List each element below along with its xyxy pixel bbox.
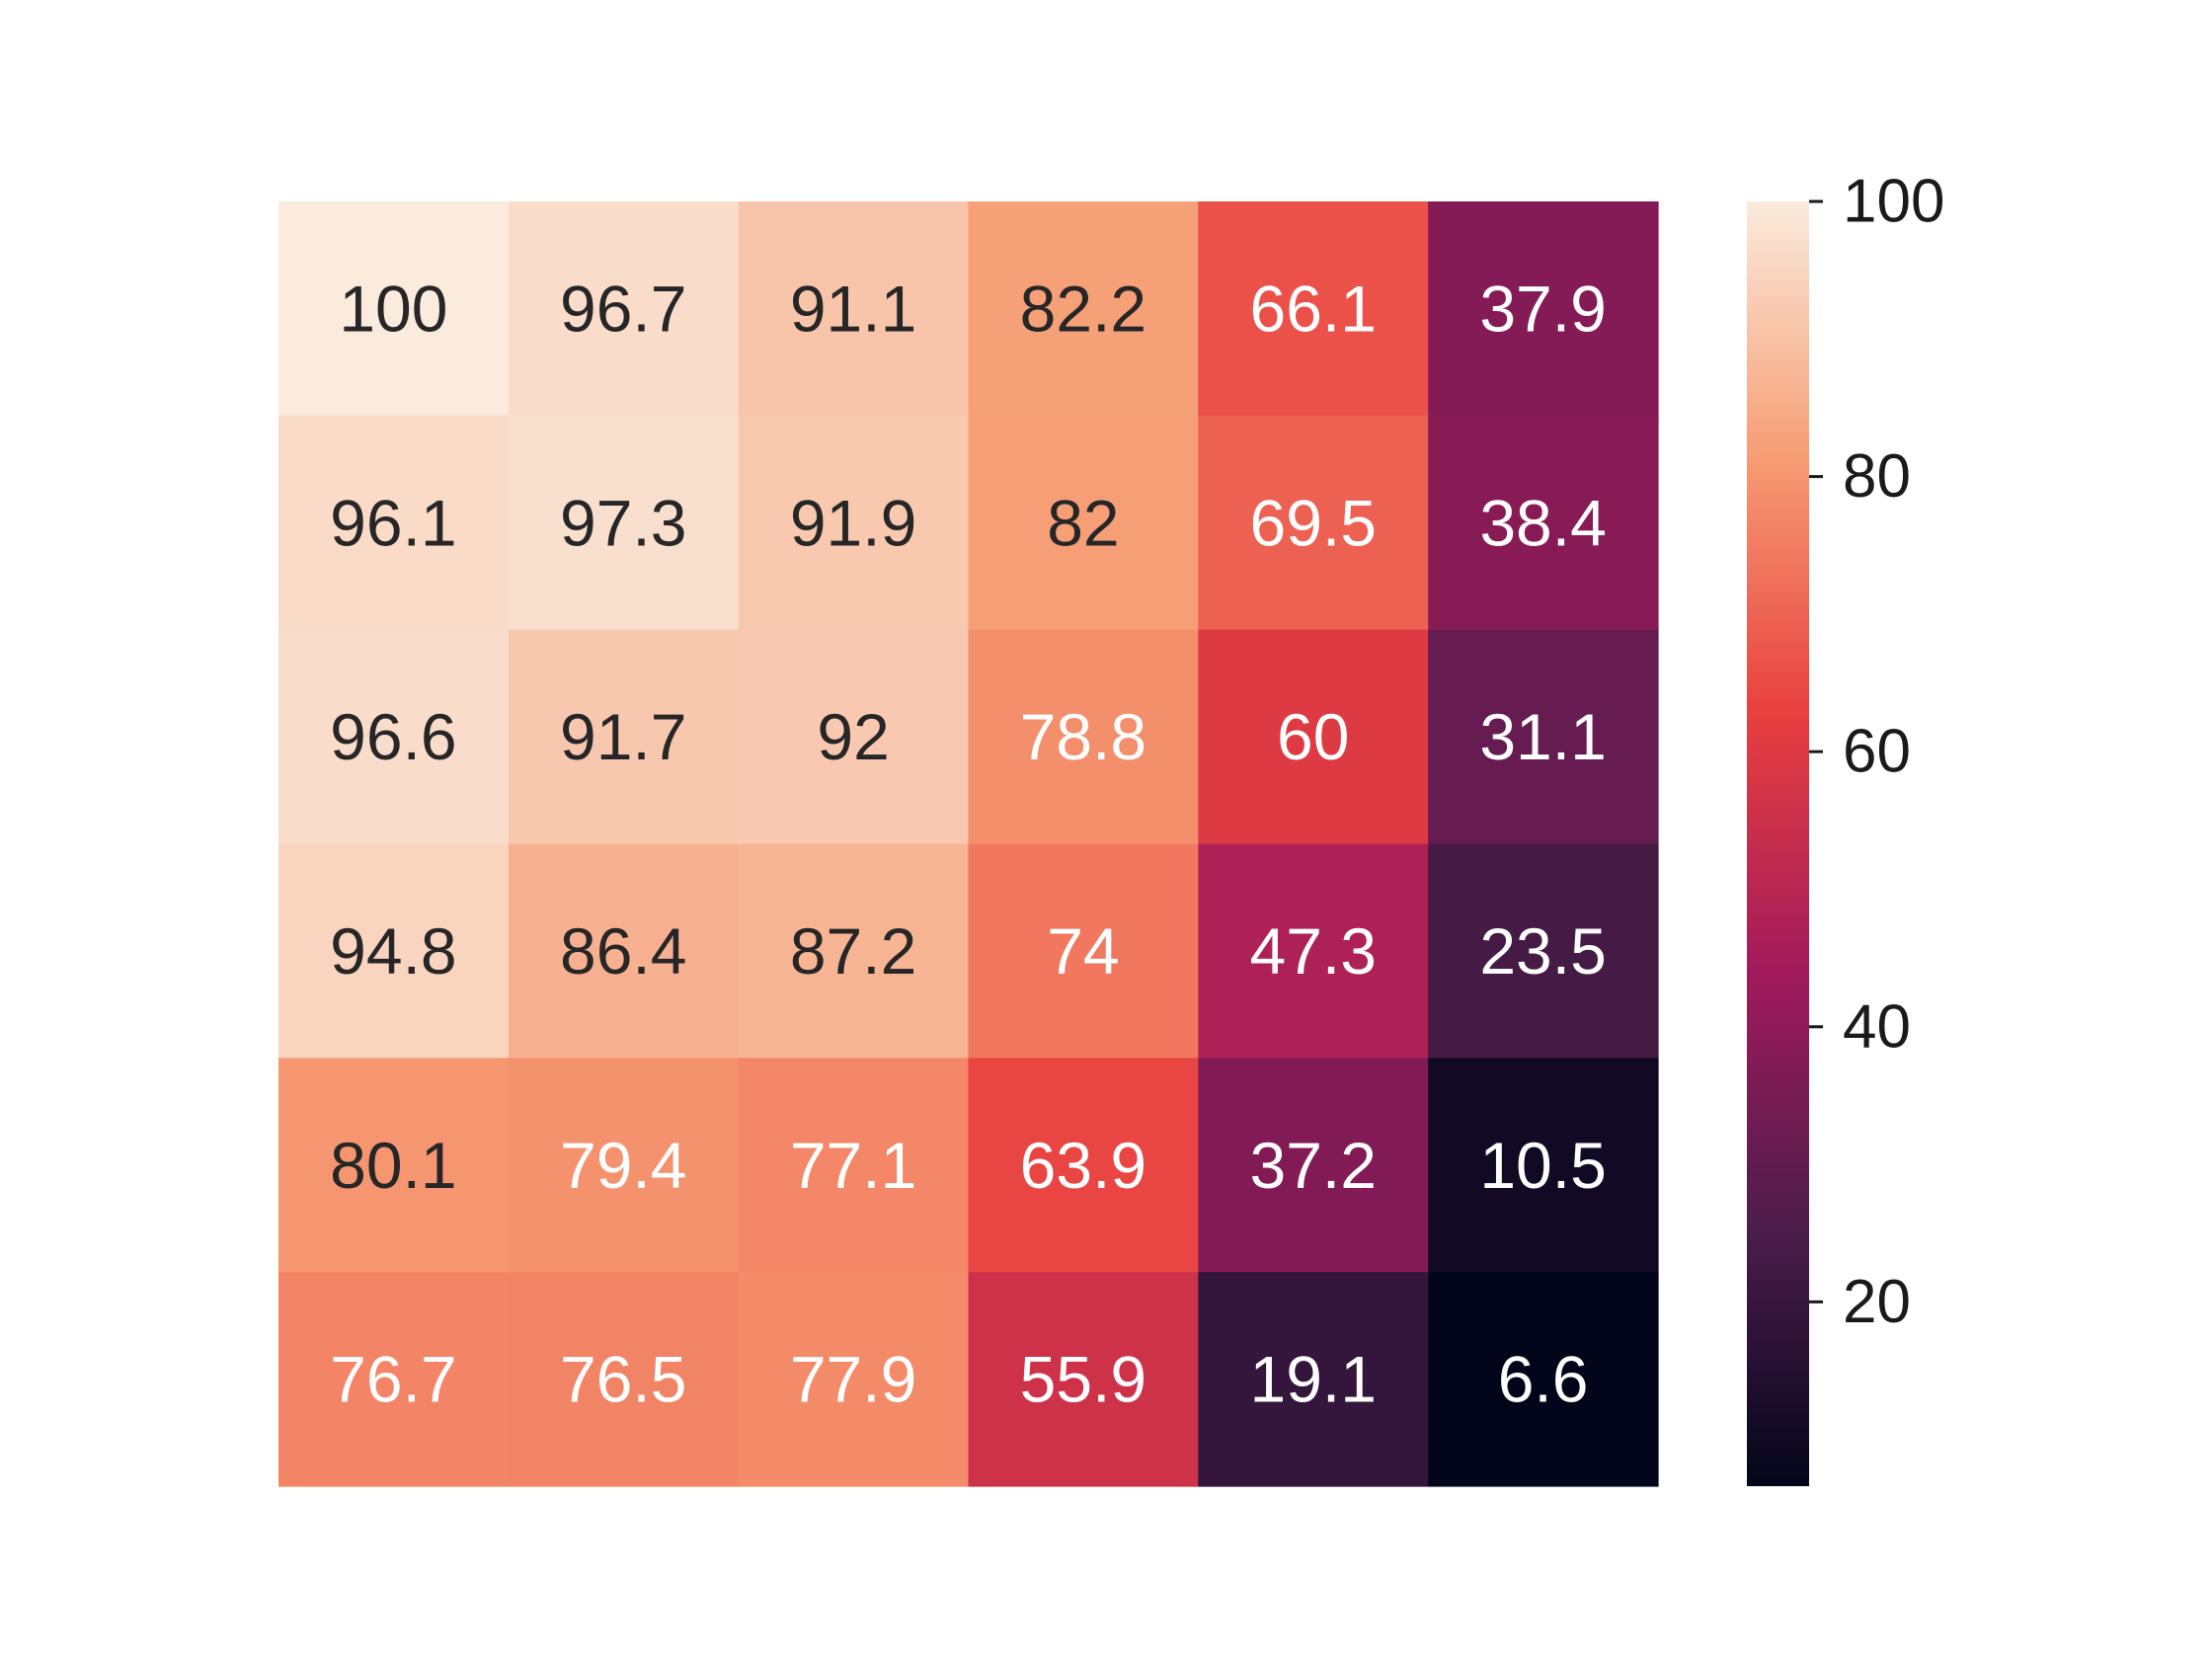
heatmap-cell-r1-c5 [1428,415,1659,631]
heatmap-value-label-r4-c0: 80.1 [330,1129,456,1202]
heatmap-value-label-r4-c5: 10.5 [1479,1129,1606,1202]
heatmap-cell-r0-c4 [1198,201,1429,417]
heatmap-value-label-r3-c0: 94.8 [330,914,456,988]
heatmap-value-label-r0-c3: 82.2 [1020,272,1146,345]
heatmap-value-label-r2-c4: 60 [1277,700,1349,773]
heatmap-cell-r0-c1 [508,201,740,417]
heatmap-cell-r2-c4 [1198,629,1429,845]
heatmap-value-labels: 100 96.7 91.1 82.2 66.1 37.9 96.1 97.3 91.9 82 69.… [330,272,1607,1415]
heatmap-value-label-r4-c2: 77.1 [790,1129,916,1202]
heatmap-cell-r4-c2 [738,1058,970,1273]
heatmap-cell-r3-c0 [278,843,510,1059]
heatmap-value-label-r1-c3: 82 [1047,486,1119,559]
heatmap-cell-r5-c3 [968,1272,1199,1487]
heatmap-value-label-r5-c0: 76.7 [330,1343,456,1416]
heatmap-value-label-r0-c2: 91.1 [790,272,916,345]
heatmap-value-label-r5-c3: 55.9 [1020,1343,1146,1416]
heatmap-cell-r1-c4 [1198,415,1429,631]
heatmap-value-label-r5-c5: 6.6 [1498,1343,1589,1416]
heatmap-cell-r0-c5 [1428,201,1659,417]
heatmap-value-label-r3-c2: 87.2 [790,914,916,988]
heatmap-value-label-r1-c2: 91.9 [790,486,916,559]
heatmap-cell-r5-c2 [738,1272,970,1487]
heatmap-cell-r1-c0 [278,415,510,631]
heatmap-cell-r5-c1 [508,1272,740,1487]
heatmap-value-label-r0-c4: 66.1 [1250,272,1377,345]
heatmap-cell-r2-c3 [968,629,1199,845]
heatmap-value-label-r1-c1: 97.3 [560,486,686,559]
heatmap-cell-r2-c0 [278,629,510,845]
heatmap-cell-r4-c3 [968,1058,1199,1273]
heatmap-value-label-r3-c3: 74 [1047,914,1119,988]
heatmap-value-label-r2-c2: 92 [817,700,889,773]
heatmap-cell-r3-c3 [968,843,1199,1059]
heatmap-value-label-r5-c1: 76.5 [560,1343,686,1416]
colorbar-tick-label-80: 80 [1843,442,1911,511]
heatmap-value-label-r2-c5: 31.1 [1479,700,1606,773]
heatmap-value-label-r1-c4: 69.5 [1250,486,1377,559]
heatmap-value-label-r2-c3: 78.8 [1020,700,1146,773]
heatmap-value-label-r2-c0: 96.6 [330,700,456,773]
heatmap-cell-r4-c4 [1198,1058,1429,1273]
heatmap-cell-r3-c2 [738,843,970,1059]
heatmap-cell-r1-c3 [968,415,1199,631]
heatmap-cell-r3-c1 [508,843,740,1059]
heatmap-value-label-r3-c4: 47.3 [1250,914,1377,988]
heatmap-cell-r5-c5 [1428,1272,1659,1487]
heatmap-value-label-r1-c5: 38.4 [1479,486,1606,559]
colorbar-tick-label-20: 20 [1843,1268,1911,1336]
heatmap-cell-r2-c2 [738,629,970,845]
colorbar-tick-label-60: 60 [1843,718,1911,786]
colorbar: 20 40 60 80 100 [1747,168,1944,1486]
heatmap-cell-r4-c1 [508,1058,740,1273]
heatmap-value-label-r4-c4: 37.2 [1250,1129,1377,1202]
heatmap-value-label-r5-c4: 19.1 [1250,1343,1377,1416]
heatmap-value-label-r5-c2: 77.9 [790,1343,916,1416]
heatmap-value-label-r2-c1: 91.7 [560,700,686,773]
colorbar-tick-label-100: 100 [1843,168,1944,236]
colorbar-tick-label-40: 40 [1843,992,1911,1061]
heatmap-value-label-r3-c1: 86.4 [560,914,686,988]
colorbar-gradient [1747,201,1809,1486]
heatmap-cell-r4-c0 [278,1058,510,1273]
heatmap-cell-r1-c1 [508,415,740,631]
heatmap-value-label-r4-c3: 63.9 [1020,1129,1146,1202]
heatmap-cell-r0-c2 [738,201,970,417]
heatmap-value-label-r0-c5: 37.9 [1479,272,1606,345]
heatmap-cell-r4-c5 [1428,1058,1659,1273]
heatmap-cell-r0-c0 [278,201,510,417]
heatmap-value-label-r4-c1: 79.4 [560,1129,686,1202]
heatmap-value-label-r0-c0: 100 [339,272,447,345]
heatmap-cell-r3-c4 [1198,843,1429,1059]
heatmap-cells [278,201,1659,1487]
heatmap-cell-r2-c5 [1428,629,1659,845]
heatmap-cell-r5-c0 [278,1272,510,1487]
heatmap-cell-r1-c2 [738,415,970,631]
heatmap-cell-r2-c1 [508,629,740,845]
heatmap-value-label-r3-c5: 23.5 [1479,914,1606,988]
heatmap-cell-r3-c5 [1428,843,1659,1059]
heatmap-cell-r0-c3 [968,201,1199,417]
heatmap-value-label-r0-c1: 96.7 [560,272,686,345]
heatmap-cell-r5-c4 [1198,1272,1429,1487]
heatmap-value-label-r1-c0: 96.1 [330,486,456,559]
